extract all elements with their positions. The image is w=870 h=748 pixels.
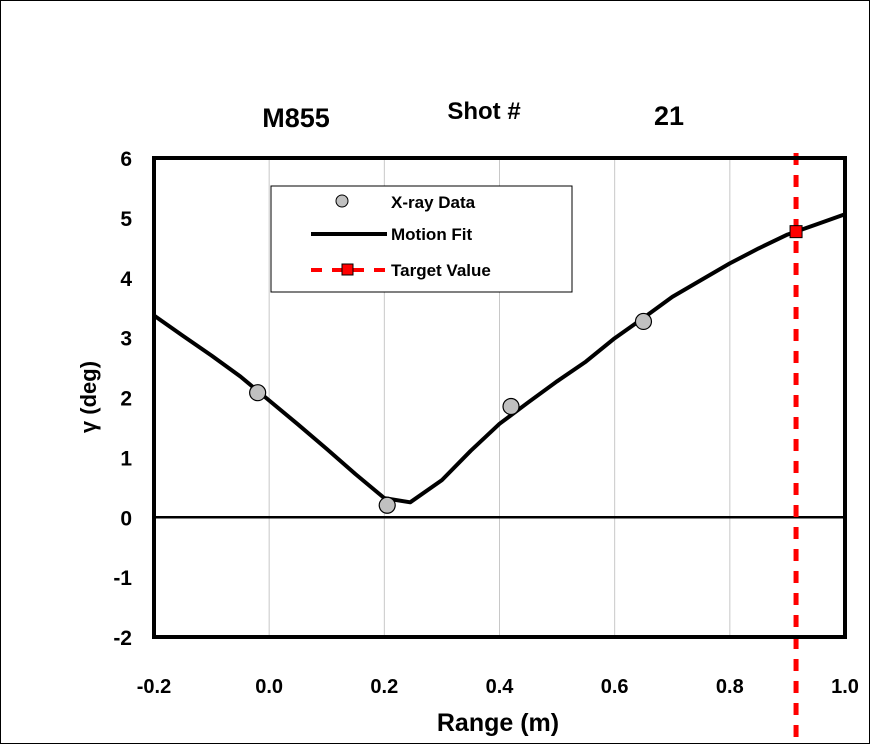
target-value-marker (789, 225, 803, 239)
y-tick-label: 6 (120, 148, 132, 171)
legend-marker-xray (335, 194, 349, 208)
x-tick-label: 0.2 (370, 676, 398, 698)
header-label-m855: M855 (262, 103, 330, 133)
x-axis-label: Range (m) (437, 709, 559, 737)
y-tick-label: -1 (113, 567, 132, 590)
y-tick-label: 5 (120, 208, 132, 231)
xray-data-point (378, 496, 396, 514)
y-tick-label: 3 (120, 328, 132, 351)
x-tick-label: 0.4 (486, 676, 515, 698)
x-tick-label: -0.2 (137, 676, 171, 698)
y-tick-label: 4 (120, 268, 132, 291)
y-tick-label: 2 (120, 388, 132, 411)
legend: X-ray Data Motion Fit Target Value (270, 185, 573, 293)
x-tick-label: 0.6 (601, 676, 629, 698)
x-tick-label: 0.8 (716, 676, 744, 698)
legend-label-xray: X-ray Data (391, 193, 476, 212)
x-tick-label: 0.0 (255, 676, 283, 698)
y-tick-label: -2 (113, 627, 132, 650)
xray-data-point (634, 312, 653, 331)
y-tick-label: 1 (120, 447, 132, 470)
legend-label-motion-fit: Motion Fit (391, 225, 473, 244)
legend-label-target: Target Value (391, 261, 491, 280)
motion-fit-line (152, 212, 846, 505)
legend-marker-target (341, 263, 354, 276)
legend-box (270, 185, 573, 293)
y-tick-label: 0 (120, 507, 132, 530)
header-label-shot: Shot # (447, 98, 520, 125)
header-label-shot-number: 21 (654, 101, 684, 131)
plot-area-border (152, 156, 847, 639)
xray-data-point (502, 397, 520, 416)
y-axis-label: γ (deg) (76, 361, 101, 433)
xray-data-point (249, 384, 267, 402)
x-tick-label: 1.0 (831, 676, 859, 698)
